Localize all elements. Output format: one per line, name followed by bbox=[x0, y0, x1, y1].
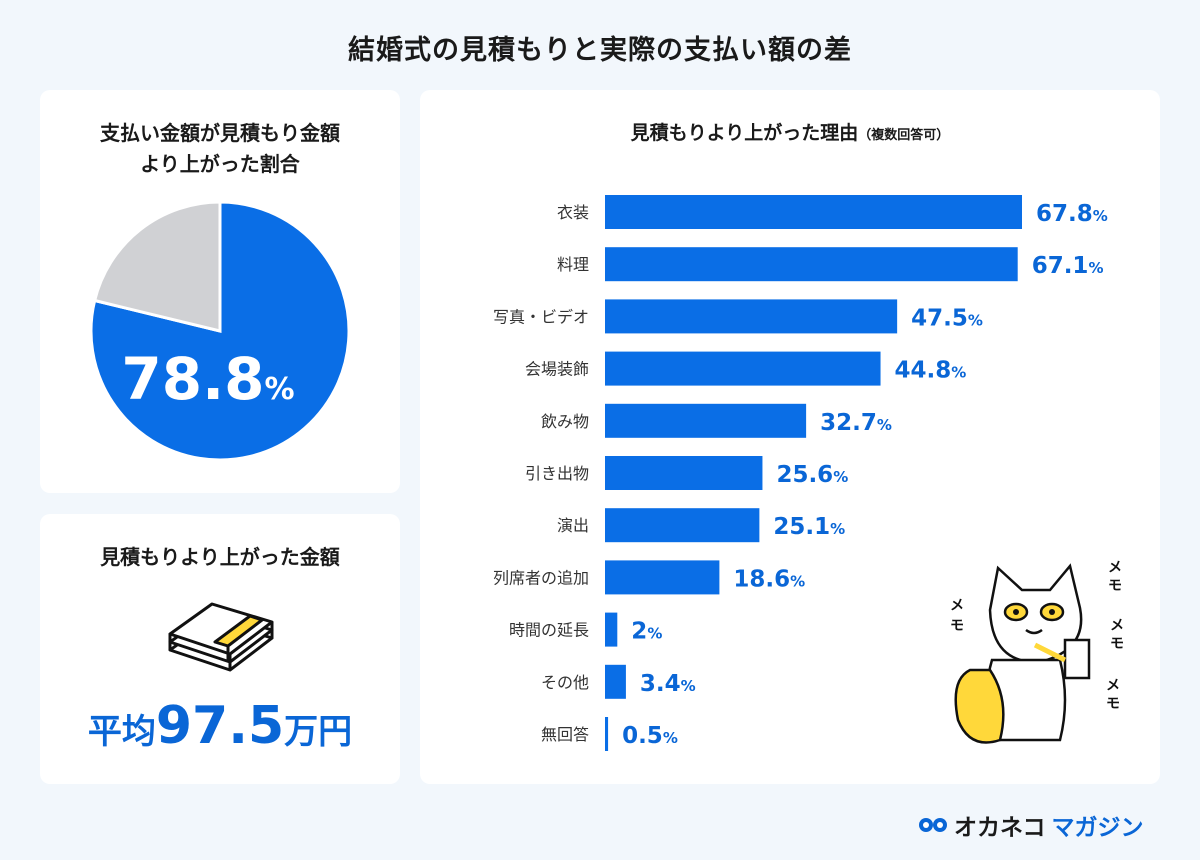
svg-text:メ: メ bbox=[1108, 560, 1122, 576]
money-bundle-icon bbox=[168, 602, 274, 672]
logo-text-okaneko: オカネコ bbox=[954, 815, 1046, 841]
average-unit: 万円 bbox=[284, 712, 353, 752]
average-value: 97.5 bbox=[155, 696, 285, 756]
amount-card-title: 見積もりより上がった金額 bbox=[100, 545, 340, 569]
bar-category-label: 飲み物 bbox=[541, 412, 589, 431]
average-amount: 平均97.5万円 bbox=[40, 696, 400, 756]
bar bbox=[605, 351, 881, 386]
bar-title: 見積もりより上がった理由 bbox=[630, 122, 859, 144]
svg-text:モ: モ bbox=[1110, 636, 1124, 652]
bar-category-label: 無回答 bbox=[541, 725, 589, 744]
bar bbox=[605, 403, 807, 438]
bar-card-title: 見積もりより上がった理由（複数回答可） bbox=[420, 118, 1160, 151]
bar-value-label: 67.1% bbox=[1032, 253, 1104, 279]
pie-title-line2: より上がった割合 bbox=[140, 152, 300, 176]
svg-text:メ: メ bbox=[950, 598, 964, 614]
bar-category-label: 演出 bbox=[557, 516, 589, 535]
bar bbox=[605, 717, 609, 751]
bar-category-label: その他 bbox=[541, 673, 589, 692]
pie-card: 支払い金額が見積もり金額 より上がった割合 78.8% bbox=[40, 90, 400, 493]
bar-title-note: （複数回答可） bbox=[858, 128, 950, 143]
bar-value-label: 44.8% bbox=[895, 358, 967, 384]
average-prefix: 平均 bbox=[87, 712, 156, 752]
svg-text:メ: メ bbox=[1106, 678, 1120, 694]
bar-value-label: 0.5% bbox=[622, 723, 678, 749]
bar bbox=[605, 560, 720, 595]
bar-value-label: 2% bbox=[631, 619, 662, 645]
pie-slice bbox=[92, 200, 222, 333]
bar bbox=[605, 195, 1022, 229]
svg-text:モ: モ bbox=[950, 618, 964, 634]
bar-category-label: 時間の延長 bbox=[509, 621, 589, 640]
logo-text-magazine: マガジン bbox=[1051, 815, 1144, 841]
page-title: 結婚式の見積もりと実際の支払い額の差 bbox=[348, 35, 852, 66]
bar bbox=[605, 456, 763, 490]
bar-category-label: 写真・ビデオ bbox=[493, 307, 589, 326]
bar-value-label: 47.5% bbox=[911, 305, 983, 331]
bar bbox=[605, 508, 760, 543]
bar-value-label: 25.1% bbox=[773, 514, 845, 540]
bar-category-label: 衣装 bbox=[557, 203, 589, 222]
svg-text:モ: モ bbox=[1108, 578, 1122, 594]
logo-mark-icon bbox=[919, 818, 947, 832]
bar-value-label: 32.7% bbox=[820, 410, 892, 436]
bar-value-label: 67.8% bbox=[1036, 201, 1108, 227]
pie-card-title: 支払い金額が見積もり金額 より上がった割合 bbox=[40, 118, 400, 180]
pie-title-line1: 支払い金額が見積もり金額 bbox=[100, 121, 340, 145]
bar-chart: 衣装 67.8% 料理 67.1% 写真・ビデオ 47.5% 会場装飾 44.8% 飲み物 32.… bbox=[493, 195, 1108, 751]
bar-category-label: 引き出物 bbox=[525, 464, 589, 483]
bar-card: 見積もりより上がった理由（複数回答可） 衣装 67.8% 料理 67.1% 写真・ビデオ… bbox=[420, 90, 1160, 784]
svg-text:モ: モ bbox=[1106, 696, 1120, 712]
brand-logo: オカネコ マガジン bbox=[918, 808, 1144, 842]
bar-category-label: 列席者の追加 bbox=[493, 568, 589, 587]
bar-value-label: 25.6% bbox=[776, 462, 848, 488]
bar bbox=[605, 299, 898, 334]
amount-card: 見積もりより上がった金額 平均97.5万円 bbox=[40, 514, 400, 784]
bar-value-label: 18.6% bbox=[733, 566, 805, 592]
bar bbox=[605, 247, 1018, 282]
bar-value-label: 3.4% bbox=[640, 671, 696, 697]
svg-text:メ: メ bbox=[1110, 618, 1124, 634]
bar bbox=[605, 664, 626, 699]
bar-category-label: 会場装飾 bbox=[525, 360, 589, 379]
bar bbox=[605, 612, 618, 647]
bar-category-label: 料理 bbox=[557, 255, 589, 274]
pie-chart: 78.8% bbox=[89, 200, 351, 462]
